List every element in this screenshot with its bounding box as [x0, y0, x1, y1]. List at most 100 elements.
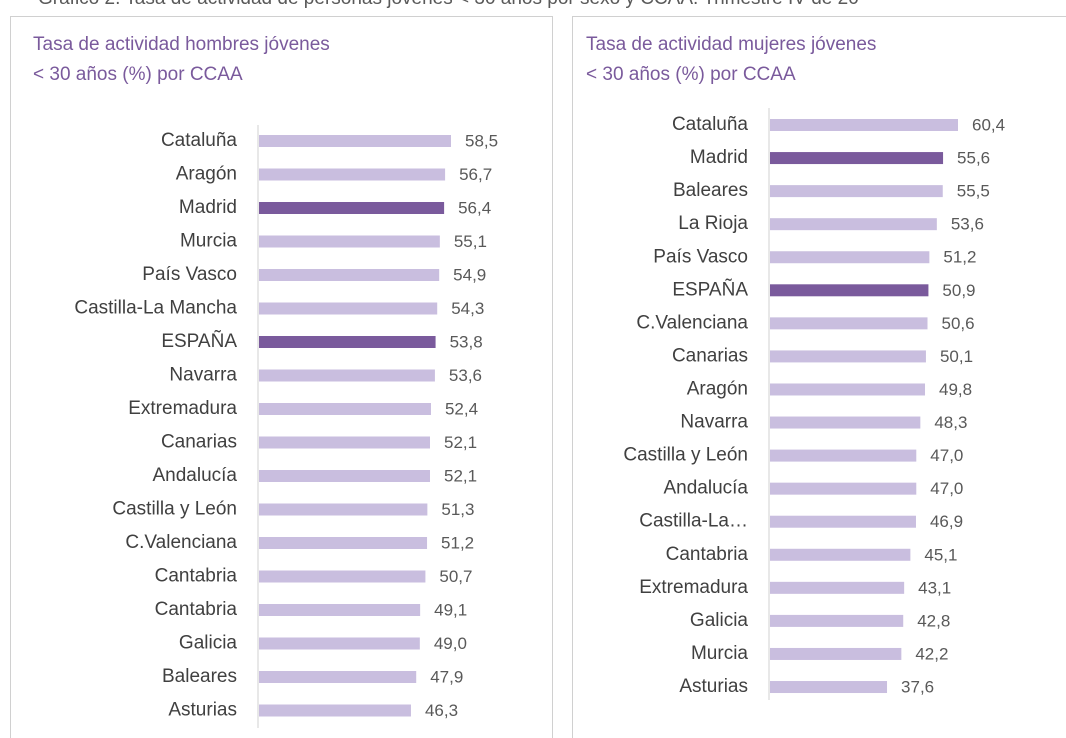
value-label: 56,4 — [458, 198, 491, 217]
bar — [259, 436, 430, 449]
category-label: Castilla y León — [623, 445, 748, 466]
category-label: Asturias — [168, 700, 237, 721]
value-label: 49,1 — [434, 600, 467, 619]
category-label: La Rioja — [678, 213, 748, 234]
category-label: Cantabria — [155, 599, 238, 620]
category-label: Aragón — [176, 164, 237, 185]
category-label: Madrid — [690, 147, 748, 168]
value-label: 58,5 — [465, 131, 498, 150]
value-label: 42,8 — [917, 611, 950, 630]
caption: Gráfico 2. Tasa de actividad de personas… — [38, 0, 859, 10]
category-label: Navarra — [169, 365, 237, 386]
bar — [259, 604, 421, 616]
bar — [259, 704, 411, 717]
category-label: Galicia — [179, 633, 238, 654]
bar — [259, 202, 445, 214]
value-label: 51,3 — [441, 500, 474, 519]
value-label: 52,1 — [444, 466, 477, 485]
category-label: País Vasco — [653, 246, 748, 267]
bar — [259, 570, 426, 583]
value-label: 55,5 — [957, 182, 990, 201]
value-label: 48,3 — [934, 413, 967, 432]
bar — [770, 317, 928, 330]
category-label: Cataluña — [161, 130, 237, 151]
value-label: 52,1 — [444, 433, 477, 452]
value-label: 53,8 — [450, 332, 483, 351]
category-label: Baleares — [673, 180, 748, 201]
value-label: 42,2 — [915, 644, 948, 663]
value-label: 45,1 — [924, 545, 957, 564]
bar — [259, 369, 435, 382]
value-label: 53,6 — [951, 215, 984, 234]
bar — [259, 235, 440, 248]
value-label: 50,7 — [439, 567, 472, 586]
bar — [770, 119, 958, 131]
bar — [259, 470, 430, 482]
bar — [770, 350, 926, 363]
bar — [770, 218, 937, 231]
bar — [770, 449, 917, 462]
bar — [259, 269, 440, 281]
value-label: 54,3 — [451, 299, 484, 318]
bar — [259, 302, 438, 315]
category-label: Madrid — [179, 197, 237, 218]
value-label: 46,9 — [930, 512, 963, 531]
value-label: 55,6 — [957, 149, 990, 168]
value-label: 50,6 — [941, 314, 974, 333]
category-label: Cataluña — [672, 114, 748, 135]
category-label: Castilla y León — [112, 499, 237, 520]
category-label: Murcia — [180, 231, 237, 252]
category-label: C.Valenciana — [125, 532, 237, 553]
value-label: 51,2 — [943, 248, 976, 267]
category-label: País Vasco — [142, 264, 237, 285]
bar — [770, 152, 944, 165]
category-label: Castilla-La… — [639, 511, 748, 532]
bar — [770, 548, 911, 561]
bar — [259, 637, 420, 650]
category-label: Canarias — [161, 432, 237, 453]
bar — [770, 515, 916, 528]
value-label: 53,6 — [449, 366, 482, 385]
value-label: 49,0 — [434, 634, 467, 653]
value-label: 55,1 — [454, 232, 487, 251]
value-label: 51,2 — [441, 533, 474, 552]
value-label: 47,9 — [430, 667, 463, 686]
category-label: Aragón — [687, 378, 748, 399]
category-label: Galicia — [690, 610, 749, 631]
category-label: Canarias — [672, 345, 748, 366]
bar — [770, 614, 904, 627]
value-label: 37,6 — [901, 678, 934, 697]
value-label: 50,1 — [940, 347, 973, 366]
value-label: 60,4 — [972, 115, 1005, 134]
value-label: 47,0 — [930, 446, 963, 465]
category-label: Asturias — [679, 676, 748, 697]
bar — [770, 284, 929, 297]
bar — [770, 681, 888, 694]
bar — [259, 336, 436, 348]
bar — [770, 482, 917, 495]
bar — [770, 416, 921, 429]
chart-title: Tasa de actividad mujeres jóvenes < 30 a… — [586, 34, 877, 85]
bar — [259, 503, 428, 516]
bar — [259, 403, 431, 415]
category-label: Andalucía — [152, 465, 237, 486]
bar — [770, 251, 930, 264]
category-label: Baleares — [162, 666, 237, 687]
value-label: 50,9 — [942, 281, 975, 300]
value-label: 54,9 — [453, 265, 486, 284]
category-label: Andalucía — [663, 478, 748, 499]
bar — [770, 647, 902, 660]
bar — [259, 168, 446, 181]
bar — [770, 185, 943, 198]
value-label: 52,4 — [445, 399, 478, 418]
category-label: Cantabria — [155, 566, 238, 587]
bar — [259, 671, 417, 683]
bar — [259, 537, 428, 549]
bar — [770, 383, 926, 396]
value-label: 47,0 — [930, 479, 963, 498]
category-label: ESPAÑA — [161, 330, 237, 352]
category-label: Murcia — [691, 643, 748, 664]
bar — [259, 135, 451, 147]
